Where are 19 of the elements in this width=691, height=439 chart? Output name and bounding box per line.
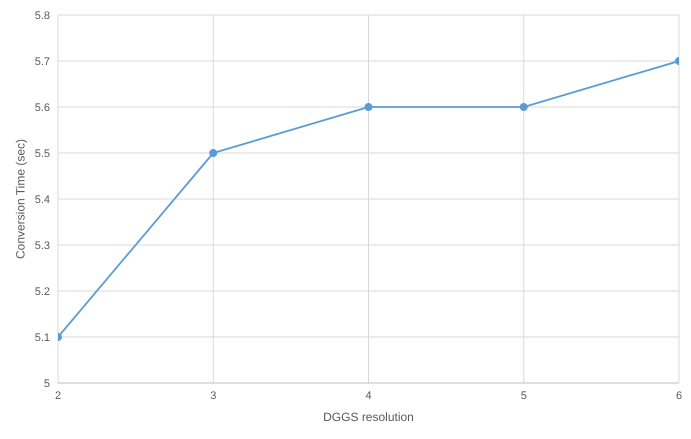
y-tick-label: 5 [44, 378, 50, 390]
x-tick-label: 2 [54, 390, 62, 402]
y-tick-label: 5.7 [34, 56, 50, 68]
y-tick-label: 5.1 [34, 332, 50, 344]
x-tick-label: 5 [520, 390, 527, 402]
y-tick-label: 5.6 [34, 102, 50, 114]
point [520, 103, 528, 111]
point [364, 103, 372, 111]
x-tick-label: 6 [676, 390, 682, 402]
point [209, 149, 218, 157]
x-tick-label: 4 [365, 390, 372, 402]
y-tick-label: 5.8 [34, 10, 50, 22]
y-tick-label: 5.5 [34, 148, 50, 160]
y-tick-label: 5.3 [34, 240, 50, 252]
x-tick-label: 3 [210, 390, 216, 402]
y-tick-label: 5.4 [34, 194, 50, 206]
y-tick-label: 5.2 [34, 286, 50, 298]
x-axis-title: DGGS resolution [323, 410, 414, 424]
y-axis-title: Conversion Time (sec) [13, 138, 28, 260]
